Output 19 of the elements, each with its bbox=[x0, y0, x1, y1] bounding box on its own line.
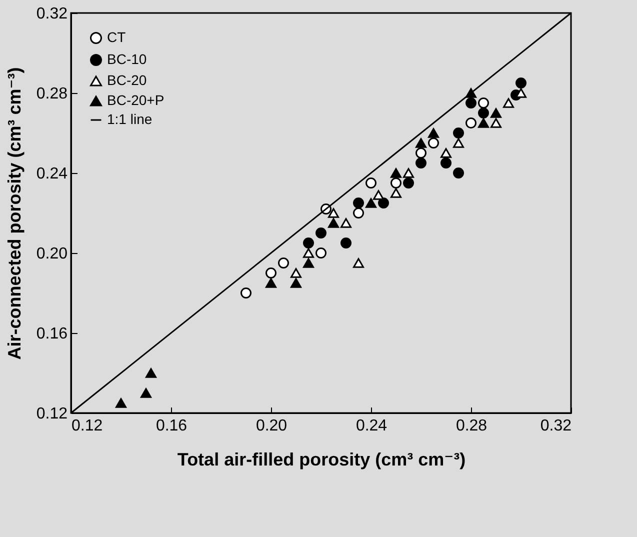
y-tick-label: 0.32 bbox=[36, 6, 68, 22]
legend-label: BC-20+P bbox=[107, 92, 164, 108]
y-tick-label: 0.24 bbox=[36, 166, 68, 182]
y-tick-label: 0.16 bbox=[36, 326, 68, 342]
x-tick-label: 0.32 bbox=[540, 418, 572, 434]
legend-label: BC-10 bbox=[107, 51, 147, 67]
x-tick-label: 0.28 bbox=[456, 418, 488, 434]
x-tick-label: 0.20 bbox=[256, 418, 288, 434]
y-tick-label: 0.20 bbox=[36, 246, 68, 262]
y-tick-label: 0.28 bbox=[36, 86, 68, 102]
legend-label: 1:1 line bbox=[107, 111, 152, 127]
x-tick-label: 0.24 bbox=[356, 418, 388, 434]
x-tick-label: 0.16 bbox=[156, 418, 188, 434]
legend-label: BC-20 bbox=[107, 72, 147, 88]
x-axis-title: Total air-filled porosity (cm³ cm⁻³) bbox=[177, 450, 466, 470]
legend-label: CT bbox=[107, 29, 126, 45]
y-tick-label: 0.12 bbox=[36, 406, 68, 422]
y-axis-title: Air-connected porosity (cm³ cm⁻³) bbox=[4, 67, 24, 360]
x-tick-label: 0.12 bbox=[72, 418, 103, 434]
